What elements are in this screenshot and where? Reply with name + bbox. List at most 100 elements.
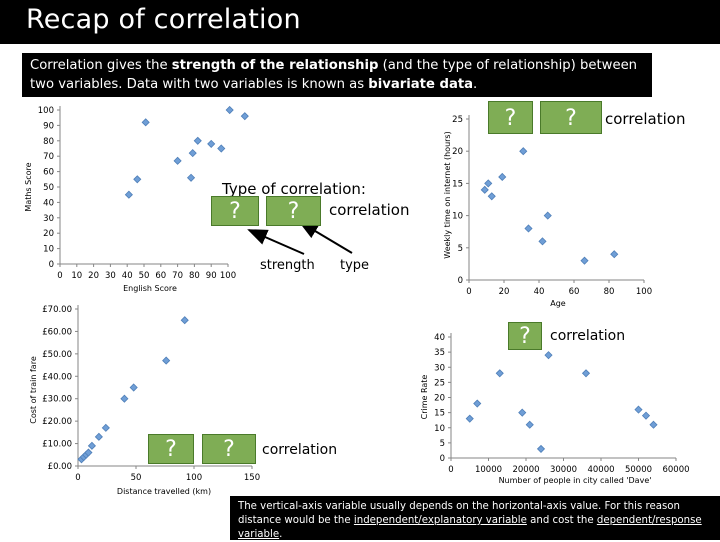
footer-bold: depends <box>409 501 453 512</box>
intro-part: (and the type of relationship) between t… <box>30 58 638 92</box>
data-point <box>487 192 496 201</box>
x-tick-label: 50000 <box>625 465 652 475</box>
data-point <box>225 105 234 115</box>
x-tick-label: 150 <box>244 473 260 483</box>
x-tick-label: 0 <box>466 287 471 297</box>
y-tick-label: 15 <box>452 179 463 189</box>
y-tick-label: 90 <box>43 121 54 131</box>
x-tick-label: 10000 <box>475 465 502 475</box>
data-point <box>536 444 546 453</box>
y-tick-label: 10 <box>434 424 445 434</box>
x-tick-label: 40000 <box>587 465 614 475</box>
y-axis-label: Cost of train fare <box>29 356 38 424</box>
x-tick-label: 80 <box>604 287 615 297</box>
y-tick-label: 15 <box>434 409 445 419</box>
x-axis-label: Age <box>550 299 566 308</box>
y-tick-label: £50.00 <box>42 350 72 360</box>
y-tick-label: 0 <box>440 454 445 464</box>
data-point <box>484 179 493 188</box>
footer-part: The vertical-axis variable usually <box>238 501 410 512</box>
y-tick-label: 40 <box>43 198 54 208</box>
data-point <box>525 420 534 429</box>
type-of-correlation-heading: Type of correlation: <box>222 180 366 198</box>
x-tick-label: 40 <box>122 271 133 281</box>
y-tick-label: 40 <box>434 333 445 343</box>
data-point <box>162 356 171 365</box>
y-tick-label: £70.00 <box>42 305 72 315</box>
data-point <box>473 399 482 408</box>
data-point <box>480 185 489 194</box>
type-label: type <box>340 258 370 273</box>
arrows <box>247 220 353 255</box>
x-axis-label: Distance travelled (km) <box>117 487 211 496</box>
data-point <box>188 149 197 158</box>
x-tick-label: 20 <box>88 271 99 281</box>
x-tick-label: 10 <box>71 271 82 281</box>
data-point <box>120 394 129 403</box>
page-title: Recap of correlation <box>26 4 301 35</box>
footer-part: and cost the <box>526 515 597 526</box>
data-point <box>580 256 589 265</box>
strength-arrow-start <box>247 229 305 255</box>
data-point <box>133 175 142 184</box>
data-point <box>634 405 643 414</box>
x-tick-label: 30000 <box>550 465 577 475</box>
x-tick-label: 40 <box>534 287 545 297</box>
y-tick-label: 30 <box>434 363 445 373</box>
y-tick-label: 0 <box>49 260 54 270</box>
data-point <box>180 316 189 325</box>
data-point <box>94 432 103 441</box>
question-box: ? <box>266 196 321 226</box>
correlation-label: correlation <box>262 442 338 458</box>
y-tick-label: 10 <box>452 212 463 222</box>
y-tick-label: £30.00 <box>42 395 72 405</box>
data-point <box>141 118 150 127</box>
data-point <box>649 420 658 429</box>
correlation-label: correlation <box>605 110 686 128</box>
y-tick-label: 10 <box>43 245 54 255</box>
y-tick-label: 20 <box>43 229 54 239</box>
data-point <box>186 173 196 182</box>
data-point <box>519 147 528 156</box>
title-bar: Recap of correlation <box>0 0 720 44</box>
footer-part: on the horizontal-axis value. For this r… <box>238 501 680 526</box>
y-tick-label: 20 <box>434 394 445 404</box>
x-tick-label: 100 <box>220 271 236 281</box>
y-tick-label: 30 <box>43 214 54 224</box>
x-tick-label: 30 <box>105 271 116 281</box>
y-tick-label: £60.00 <box>42 327 72 337</box>
y-tick-label: 0 <box>458 276 463 286</box>
data-point <box>240 112 249 121</box>
data-point <box>465 414 474 423</box>
y-tick-label: 5 <box>440 439 445 449</box>
y-tick-label: 50 <box>43 183 54 193</box>
footer-part: . <box>279 529 283 540</box>
strength-label: strength <box>260 258 315 273</box>
intro-part: Correlation gives the <box>30 58 172 73</box>
question-box: ? <box>202 434 256 464</box>
x-tick-label: 60 <box>155 271 166 281</box>
data-point <box>543 211 552 220</box>
x-tick-label: 0 <box>448 465 453 475</box>
x-tick-label: 0 <box>75 473 80 483</box>
intro-part: . <box>473 77 478 92</box>
y-tick-label: 80 <box>43 137 54 147</box>
data-point <box>87 441 96 450</box>
x-tick-label: 60 <box>569 287 580 297</box>
x-tick-label: 50 <box>139 271 150 281</box>
x-tick-label: 100 <box>186 473 202 483</box>
data-point <box>544 351 553 360</box>
x-tick-label: 70 <box>172 271 183 281</box>
y-tick-label: 25 <box>452 115 463 125</box>
question-box: ? <box>508 322 542 350</box>
data-point <box>518 408 527 417</box>
x-tick-label: 20000 <box>512 465 539 475</box>
data-point <box>129 383 138 392</box>
y-tick-label: 100 <box>38 106 54 116</box>
data-point <box>193 136 202 145</box>
y-tick-label: 25 <box>434 378 445 388</box>
x-tick-label: 0 <box>57 271 62 281</box>
intro-bold: strength of the relationship <box>171 58 379 73</box>
x-tick-label: 20 <box>499 287 510 297</box>
